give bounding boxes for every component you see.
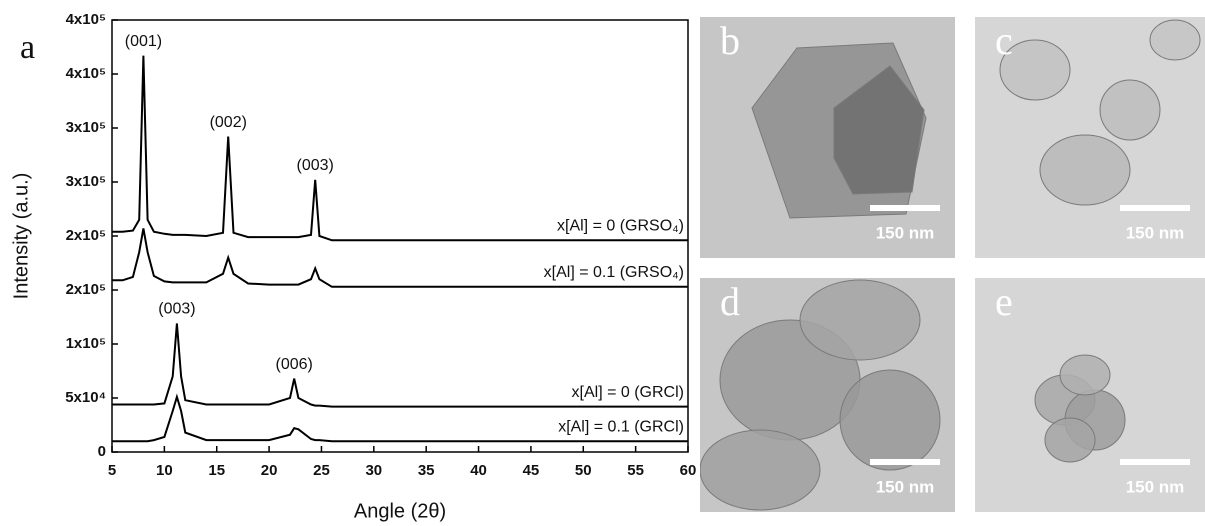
tem-image: d 150 nm [700,278,955,512]
particle [700,430,820,510]
panel-label: d [720,279,740,324]
peak-annotation: (003) [158,301,195,318]
peak-annotation: (002) [210,114,247,131]
y-tick-label: 4x10⁵ [66,65,106,82]
y-tick-label: 3x10⁵ [66,119,106,136]
panel-label: a [20,29,35,66]
y-tick-label: 2x10⁵ [66,281,106,298]
figure: a Angle (2θ) Intensity (a.u.) 5 10 15 20 25 3… [0,0,1205,526]
x-tick-label: 50 [575,462,592,479]
x-tick-label: 30 [365,462,382,479]
x-tick-label: 10 [156,462,173,479]
panel-label: e [995,279,1013,324]
scale-label: 150 nm [1126,223,1185,242]
x-tick-label: 25 [313,462,330,479]
peak-annotation: (006) [276,356,313,373]
series-label: x[Al] = 0 (GRCl) [572,384,684,401]
panel-label: c [995,18,1013,63]
x-tick-label: 15 [208,462,225,479]
scale-label: 150 nm [876,477,935,496]
series-label: x[Al] = 0.1 (GRSO₄) [544,264,684,281]
x-tick-label: 55 [627,462,644,479]
scale-label: 150 nm [876,223,935,242]
particle [1060,355,1110,395]
particle [840,370,940,470]
x-tick-label: 5 [108,462,116,479]
series-label: x[Al] = 0.1 (GRCl) [558,418,684,435]
peak-annotation: (003) [296,157,333,174]
series-label: x[Al] = 0 (GRSO₄) [557,218,684,235]
x-tick-label: 45 [523,462,540,479]
y-tick-label: 3x10⁵ [66,173,106,190]
y-tick-label: 5x10⁴ [65,389,106,406]
x-tick-label: 20 [261,462,278,479]
scale-label: 150 nm [1126,477,1185,496]
particle [1040,135,1130,205]
y-tick-label: 0 [98,443,106,460]
particle [1150,20,1200,60]
x-tick-label: 35 [418,462,435,479]
y-axis-title: Intensity (a.u.) [10,173,32,300]
tem-image: e 150 nm [975,278,1205,512]
tem-image: b 150 nm [700,17,955,258]
particle [800,280,920,360]
particle [1045,418,1095,462]
y-tick-label: 2x10⁵ [66,227,106,244]
series-line [112,56,688,241]
x-tick-label: 40 [470,462,487,479]
particle [1100,80,1160,140]
x-tick-label: 60 [680,462,697,479]
y-tick-label: 1x10⁵ [66,335,106,352]
y-tick-label: 4x10⁵ [66,11,106,28]
x-axis-title: Angle (2θ) [354,500,446,522]
peak-annotation: (001) [125,33,162,50]
tem-image: c 150 nm [975,17,1205,258]
panel-label: b [720,18,740,63]
